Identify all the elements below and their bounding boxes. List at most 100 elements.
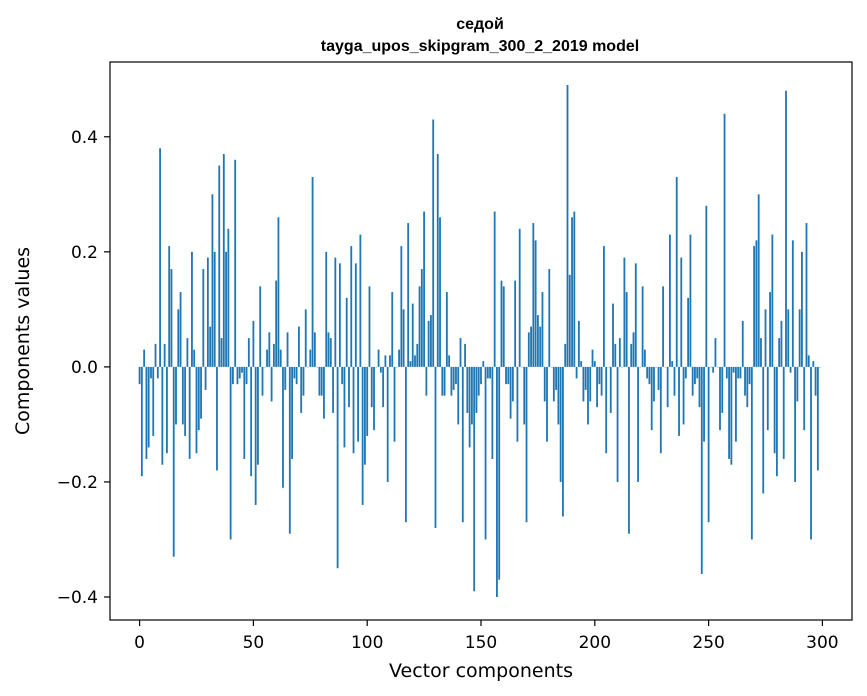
bar xyxy=(682,366,685,425)
y-tick-label: −0.2 xyxy=(57,473,98,493)
bar xyxy=(318,366,321,396)
bar xyxy=(721,366,724,413)
bar xyxy=(634,263,637,367)
bar xyxy=(536,315,539,367)
bar xyxy=(525,366,528,523)
bar xyxy=(500,280,503,367)
bar xyxy=(648,366,651,385)
bar xyxy=(518,228,521,367)
bar xyxy=(689,234,692,367)
bar xyxy=(673,366,676,396)
bar xyxy=(598,366,601,385)
bar xyxy=(760,338,762,367)
bar xyxy=(293,366,296,379)
bar xyxy=(662,286,664,367)
bar xyxy=(628,366,630,534)
bar xyxy=(154,343,157,367)
bar xyxy=(368,286,371,367)
bar xyxy=(445,292,448,367)
bar xyxy=(609,366,612,413)
bar xyxy=(254,366,257,505)
bar xyxy=(325,251,328,367)
bar xyxy=(138,366,141,385)
bar xyxy=(389,355,391,367)
bar xyxy=(227,228,230,367)
bar xyxy=(145,366,148,459)
bar xyxy=(147,366,150,448)
bar xyxy=(801,251,803,367)
bar xyxy=(323,366,325,419)
bar xyxy=(748,366,751,385)
x-axis-ticks: 0 50 100 150 200 250 300 xyxy=(134,620,839,653)
bar xyxy=(703,366,705,442)
bar xyxy=(600,366,603,396)
bar xyxy=(666,366,669,408)
bar xyxy=(548,269,551,367)
bar xyxy=(329,338,332,367)
bar xyxy=(277,217,280,367)
bar xyxy=(657,366,660,390)
bar xyxy=(163,343,166,367)
bar xyxy=(523,366,526,425)
bar xyxy=(812,361,815,367)
bar xyxy=(416,343,419,367)
bar xyxy=(605,366,608,454)
bar xyxy=(359,234,362,367)
bar xyxy=(669,234,671,367)
bar xyxy=(470,366,473,425)
bar xyxy=(275,280,278,367)
bar xyxy=(746,366,749,408)
bar xyxy=(814,366,817,396)
bar xyxy=(216,366,218,471)
bar xyxy=(159,148,161,367)
bar xyxy=(400,246,403,367)
bar xyxy=(434,366,437,528)
x-tick-label: 150 xyxy=(465,633,497,653)
x-tick-label: 300 xyxy=(806,633,838,653)
bar xyxy=(468,366,471,448)
x-tick-label: 50 xyxy=(243,633,265,653)
bar xyxy=(320,366,323,396)
bar xyxy=(266,349,268,367)
bar xyxy=(728,366,730,459)
bar xyxy=(571,217,573,367)
bar xyxy=(566,85,569,367)
bar xyxy=(534,240,537,367)
bar xyxy=(723,113,726,367)
bar xyxy=(441,366,444,396)
bar xyxy=(436,154,439,367)
bar xyxy=(234,159,237,367)
bar xyxy=(712,366,715,373)
bar xyxy=(630,343,633,367)
bar xyxy=(386,366,389,482)
bar xyxy=(502,286,505,367)
bar xyxy=(284,366,287,390)
bar xyxy=(791,240,794,367)
bar xyxy=(236,366,239,385)
bar xyxy=(659,366,662,454)
bar xyxy=(168,246,171,367)
bar xyxy=(580,361,583,367)
x-tick-label: 200 xyxy=(579,633,611,653)
x-axis-label: Vector components xyxy=(389,660,573,682)
bar xyxy=(675,177,678,367)
bar xyxy=(311,177,314,367)
bar xyxy=(222,154,225,367)
bar xyxy=(382,366,385,408)
bar xyxy=(398,349,400,367)
bar xyxy=(195,366,198,454)
bar xyxy=(298,326,300,367)
bar xyxy=(584,366,587,390)
bar xyxy=(700,366,703,574)
bar xyxy=(562,366,564,517)
bar xyxy=(705,205,708,367)
bar xyxy=(555,366,558,390)
bar xyxy=(587,366,589,425)
bar xyxy=(241,366,243,373)
bar xyxy=(459,338,462,367)
bar xyxy=(735,366,737,442)
bar xyxy=(477,366,480,396)
bar xyxy=(156,366,159,379)
chart-subtitle: tayga_upos_skipgram_300_2_2019 model xyxy=(321,38,639,55)
